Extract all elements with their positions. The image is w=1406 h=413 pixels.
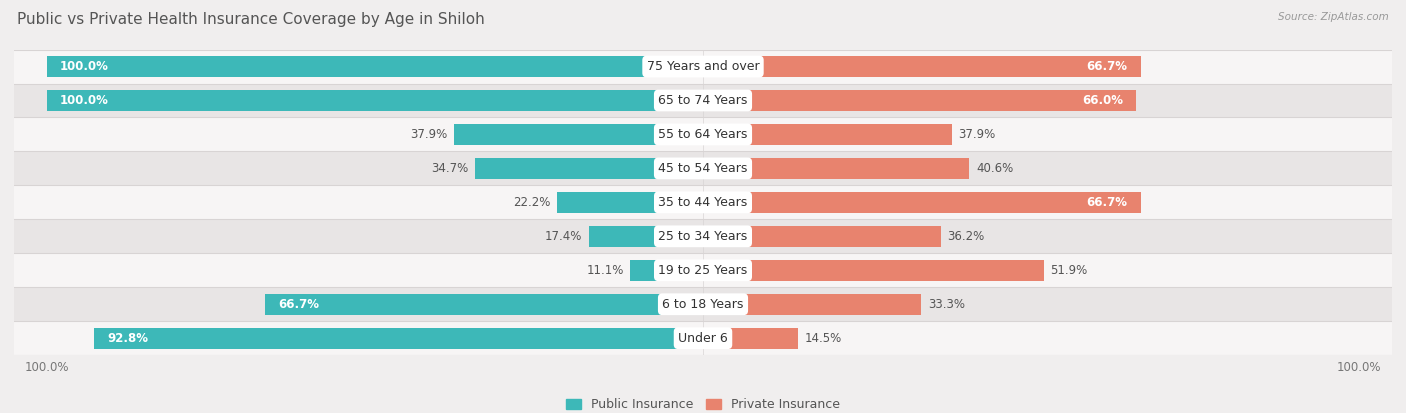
Text: 35 to 44 Years: 35 to 44 Years bbox=[658, 196, 748, 209]
Bar bbox=[475, 158, 703, 179]
Text: 22.2%: 22.2% bbox=[513, 196, 551, 209]
Bar bbox=[703, 192, 1140, 213]
Text: 6 to 18 Years: 6 to 18 Years bbox=[662, 298, 744, 311]
Text: 66.7%: 66.7% bbox=[1087, 196, 1128, 209]
Bar bbox=[94, 328, 703, 349]
Text: 11.1%: 11.1% bbox=[586, 264, 624, 277]
Text: 100.0%: 100.0% bbox=[60, 94, 108, 107]
Legend: Public Insurance, Private Insurance: Public Insurance, Private Insurance bbox=[561, 393, 845, 413]
Text: 51.9%: 51.9% bbox=[1050, 264, 1087, 277]
Bar bbox=[14, 152, 1392, 185]
Bar bbox=[630, 260, 703, 281]
Text: Public vs Private Health Insurance Coverage by Age in Shiloh: Public vs Private Health Insurance Cover… bbox=[17, 12, 485, 27]
Text: 75 Years and over: 75 Years and over bbox=[647, 60, 759, 73]
Bar bbox=[703, 56, 1140, 77]
Bar bbox=[14, 287, 1392, 321]
Bar bbox=[703, 124, 952, 145]
Text: 36.2%: 36.2% bbox=[948, 230, 984, 243]
Text: 66.0%: 66.0% bbox=[1083, 94, 1123, 107]
Text: 66.7%: 66.7% bbox=[278, 298, 319, 311]
Bar bbox=[46, 56, 703, 77]
Bar bbox=[14, 219, 1392, 253]
Text: 55 to 64 Years: 55 to 64 Years bbox=[658, 128, 748, 141]
Text: 25 to 34 Years: 25 to 34 Years bbox=[658, 230, 748, 243]
Bar bbox=[454, 124, 703, 145]
Text: 17.4%: 17.4% bbox=[546, 230, 582, 243]
Text: 65 to 74 Years: 65 to 74 Years bbox=[658, 94, 748, 107]
Text: 33.3%: 33.3% bbox=[928, 298, 965, 311]
Text: 19 to 25 Years: 19 to 25 Years bbox=[658, 264, 748, 277]
Text: 66.7%: 66.7% bbox=[1087, 60, 1128, 73]
Bar bbox=[703, 90, 1136, 111]
Text: 14.5%: 14.5% bbox=[804, 332, 842, 345]
Bar bbox=[703, 328, 799, 349]
Bar bbox=[14, 321, 1392, 355]
Text: 40.6%: 40.6% bbox=[976, 162, 1014, 175]
Bar bbox=[703, 226, 941, 247]
Bar bbox=[14, 50, 1392, 83]
Bar bbox=[14, 253, 1392, 287]
Bar bbox=[46, 90, 703, 111]
Text: 37.9%: 37.9% bbox=[959, 128, 995, 141]
Text: Source: ZipAtlas.com: Source: ZipAtlas.com bbox=[1278, 12, 1389, 22]
Bar bbox=[703, 294, 921, 315]
Bar bbox=[557, 192, 703, 213]
Bar bbox=[703, 158, 969, 179]
Bar bbox=[703, 260, 1043, 281]
Bar bbox=[14, 117, 1392, 152]
Text: Under 6: Under 6 bbox=[678, 332, 728, 345]
Text: 92.8%: 92.8% bbox=[107, 332, 148, 345]
Bar bbox=[14, 83, 1392, 117]
Text: 45 to 54 Years: 45 to 54 Years bbox=[658, 162, 748, 175]
Text: 100.0%: 100.0% bbox=[60, 60, 108, 73]
Text: 34.7%: 34.7% bbox=[432, 162, 468, 175]
Bar bbox=[589, 226, 703, 247]
Bar bbox=[266, 294, 703, 315]
Text: 37.9%: 37.9% bbox=[411, 128, 447, 141]
Bar bbox=[14, 185, 1392, 219]
